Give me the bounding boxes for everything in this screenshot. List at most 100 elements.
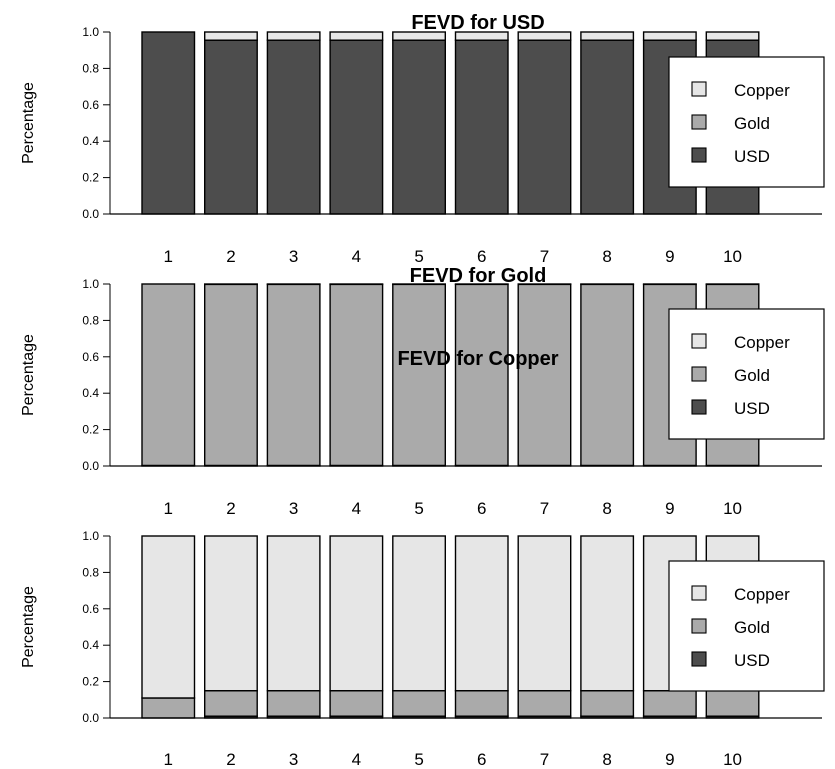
x-tick-label: 7 [540,247,549,266]
x-tick-label: 3 [289,499,298,518]
bar-usd-7 [517,39,572,215]
legend-label-gold: Gold [734,618,770,637]
fevd-panel-3: 1 2 3 4 5 6 7 8 9 10 0.0 0.2 0.4 0.6 0.8 1.0 Percentage F… [20,348,825,769]
x-tick-label: 4 [352,499,361,518]
y-tick-label: 0.0 [82,711,99,725]
bar-gold-8 [580,690,635,717]
bar-gold-3 [266,283,321,467]
bar-gold-1 [141,283,196,467]
x-tick-label: 5 [414,499,423,518]
x-tick-label: 2 [226,499,235,518]
y-tick-label: 0.6 [82,98,99,112]
y-tick-label: 1.0 [82,529,99,543]
bar-gold-5 [392,690,446,717]
bar-usd-6 [454,39,509,215]
bar-copper-8 [580,31,635,41]
bar-copper-3 [266,31,321,41]
legend-swatch-usd [691,147,707,163]
x-tick-label: 8 [602,750,611,769]
legend-label-copper: Copper [734,81,790,100]
x-tick-label: 6 [477,247,486,266]
x-tick-label: 3 [289,247,298,266]
y-tick-label: 0.6 [82,350,99,364]
bar-gold-3 [266,690,321,717]
x-tick-label: 4 [352,750,361,769]
bar-usd-3 [266,39,321,215]
y-tick-label: 0.0 [82,459,99,473]
bar-gold-2 [203,690,258,717]
x-tick-label: 10 [723,499,742,518]
y-tick-label: 0.8 [82,565,99,579]
y-tick-label: 0.8 [82,61,99,75]
legend-swatch-gold [691,366,707,382]
legend-label-usd: USD [734,651,770,670]
legend-swatch-copper [691,333,707,349]
bar-gold-4 [329,283,384,467]
x-tick-label: 10 [723,750,742,769]
bar-copper-6 [454,31,509,41]
bar-gold-8 [580,283,635,467]
x-tick-label: 9 [665,750,674,769]
y-tick-label: 0.0 [82,207,99,221]
x-tick-label: 5 [414,247,423,266]
x-tick-label: 7 [540,499,549,518]
y-tick-label: 0.4 [82,386,99,400]
x-tick-label: 9 [665,247,674,266]
x-tick-label: 8 [602,499,611,518]
chart-title: FEVD for USD [411,12,544,34]
y-tick-label: 1.0 [82,25,99,39]
legend: Copper Gold USD [668,56,825,188]
y-tick-label: 0.2 [82,423,99,437]
legend-label-copper: Copper [734,585,790,604]
y-tick-label: 1.0 [82,277,99,291]
fevd-panel-1: 1 2 3 4 5 6 7 8 9 10 0.0 0.2 0.4 0.6 0.8 1.0 Percentage F… [20,12,825,266]
bar-copper-3 [266,535,321,692]
legend: Copper Gold USD [668,560,825,692]
x-tick-label: 9 [665,499,674,518]
bar-gold-10 [705,690,760,717]
bar-gold-2 [203,283,258,467]
legend-label-usd: USD [734,399,770,418]
y-tick-label: 0.6 [82,602,99,616]
legend-swatch-usd [691,399,707,415]
chart-title: FEVD for Copper [397,348,558,370]
bar-gold-7 [517,283,572,467]
x-tick-label: 1 [164,499,173,518]
legend-swatch-usd [691,651,707,667]
bar-usd-4 [329,39,384,215]
bar-gold-9 [642,690,697,717]
bar-copper-5 [392,535,446,692]
legend-swatch-copper [691,81,707,97]
fevd-panel-2: 1 2 3 4 5 6 7 8 9 10 0.0 0.2 0.4 0.6 0.8 1.0 Percentage F… [20,265,825,518]
bar-usd-8 [580,39,635,215]
x-tick-label: 2 [226,750,235,769]
bar-copper-9 [642,31,697,41]
bar-copper-5 [392,31,446,41]
legend: Copper Gold USD [668,308,825,440]
x-tick-label: 6 [477,750,486,769]
y-axis-label: Percentage [20,586,37,668]
x-tick-label: 5 [414,750,423,769]
chart-title: FEVD for Gold [410,265,547,287]
legend-swatch-copper [691,585,707,601]
bar-gold-6 [454,690,509,717]
bar-gold-7 [517,690,572,717]
bar-copper-8 [580,535,635,692]
x-tick-label: 7 [540,750,549,769]
x-tick-label: 6 [477,499,486,518]
bar-gold-1 [141,697,196,719]
y-tick-label: 0.2 [82,675,99,689]
bar-gold-5 [392,283,446,467]
x-tick-label: 2 [226,247,235,266]
y-tick-label: 0.4 [82,638,99,652]
x-tick-label: 10 [723,247,742,266]
legend-label-copper: Copper [734,333,790,352]
y-tick-label: 0.2 [82,171,99,185]
bar-usd-1 [141,31,196,215]
y-axis-label: Percentage [20,334,37,416]
y-axis-label: Percentage [20,82,37,164]
y-tick-label: 0.8 [82,313,99,327]
bar-copper-6 [454,535,509,692]
bar-gold-4 [329,690,384,717]
x-tick-label: 1 [164,750,173,769]
